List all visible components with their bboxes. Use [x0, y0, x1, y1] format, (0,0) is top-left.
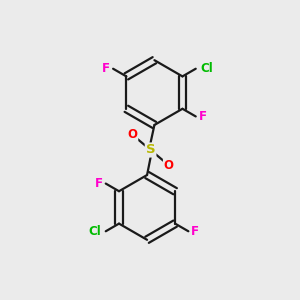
Text: O: O — [127, 128, 137, 141]
Text: F: F — [102, 62, 110, 75]
Text: F: F — [95, 177, 103, 190]
Text: Cl: Cl — [200, 62, 213, 75]
Text: S: S — [146, 143, 155, 157]
Text: Cl: Cl — [88, 225, 101, 238]
Text: O: O — [164, 159, 174, 172]
Text: F: F — [199, 110, 207, 123]
Text: F: F — [191, 225, 199, 238]
